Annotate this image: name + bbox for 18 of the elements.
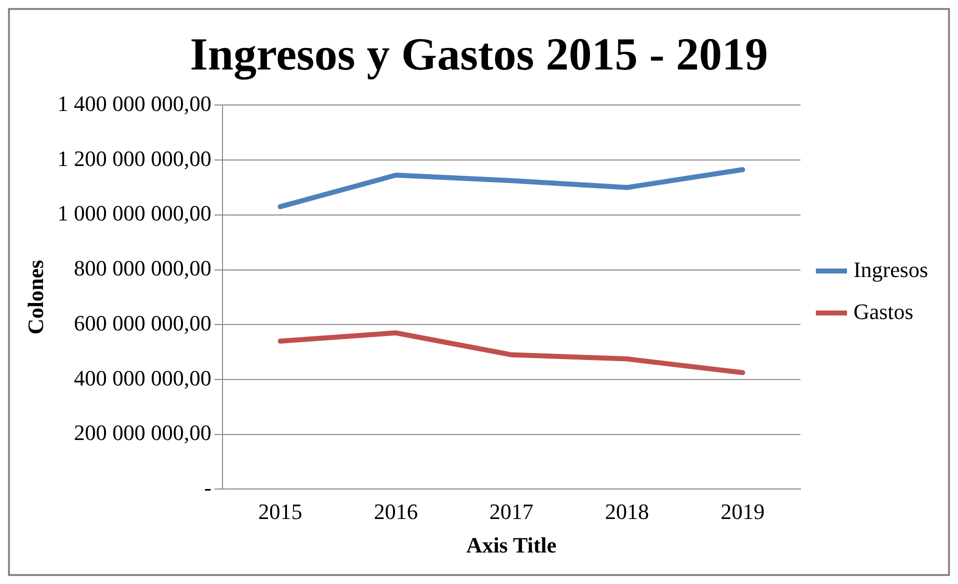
y-tick-label: 600 000 000,00 [74, 310, 212, 336]
x-tick-label: 2015 [258, 499, 302, 524]
y-tick-label: 400 000 000,00 [74, 365, 212, 390]
x-tick-label: 2016 [374, 499, 418, 524]
x-tick-label: 2017 [489, 499, 534, 524]
y-tick-label: 1 200 000 000,00 [57, 146, 212, 171]
legend-label: Gastos [853, 298, 914, 324]
x-axis-title: Axis Title [466, 532, 557, 558]
x-tick-label: 2018 [605, 499, 650, 524]
x-tick-label: 2019 [720, 499, 765, 524]
y-tick-label: 800 000 000,00 [74, 256, 212, 281]
chart-title: Ingresos y Gastos 2015 - 2019 [190, 28, 768, 80]
y-tick-label: - [204, 474, 212, 500]
y-tick-label: 1 400 000 000,00 [57, 90, 212, 116]
legend-label: Ingresos [853, 256, 928, 282]
y-tick-label: 200 000 000,00 [74, 420, 212, 446]
y-axis-title: Colones [22, 259, 48, 334]
y-tick-label: 1 000 000 000,00 [57, 200, 212, 226]
